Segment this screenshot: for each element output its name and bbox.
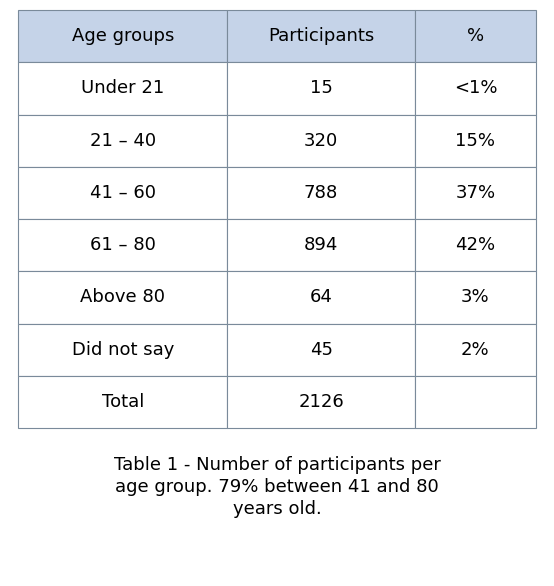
Bar	[18, 62, 227, 114]
Bar	[227, 10, 415, 62]
Bar	[18, 114, 227, 167]
Bar	[18, 323, 227, 376]
Text: Participants: Participants	[268, 27, 374, 45]
Bar	[227, 167, 415, 219]
Bar	[18, 219, 227, 271]
Text: 894: 894	[304, 236, 338, 254]
Bar	[18, 271, 227, 323]
Text: 15%: 15%	[455, 132, 495, 149]
Bar	[18, 10, 227, 62]
Bar	[415, 219, 536, 271]
Bar	[227, 323, 415, 376]
Text: 788: 788	[304, 184, 338, 202]
Text: <1%: <1%	[454, 79, 497, 97]
Text: Did not say: Did not say	[71, 340, 174, 359]
Bar	[227, 376, 415, 428]
Bar	[227, 114, 415, 167]
Bar	[227, 271, 415, 323]
Text: 21 – 40: 21 – 40	[90, 132, 156, 149]
Bar	[18, 167, 227, 219]
Text: 61 – 80: 61 – 80	[90, 236, 156, 254]
Bar	[415, 114, 536, 167]
Bar	[415, 323, 536, 376]
Text: 41 – 60: 41 – 60	[90, 184, 156, 202]
Text: 64: 64	[310, 288, 332, 306]
Text: 2126: 2126	[298, 393, 344, 411]
Text: Age groups: Age groups	[71, 27, 174, 45]
Text: Table 1 - Number of participants per: Table 1 - Number of participants per	[114, 456, 440, 474]
Bar	[415, 62, 536, 114]
Text: %: %	[467, 27, 484, 45]
Text: years old.: years old.	[233, 500, 321, 518]
Text: 37%: 37%	[455, 184, 495, 202]
Text: 3%: 3%	[461, 288, 490, 306]
Text: 15: 15	[310, 79, 332, 97]
Text: 45: 45	[310, 340, 332, 359]
Bar	[415, 271, 536, 323]
Bar	[18, 376, 227, 428]
Text: 2%: 2%	[461, 340, 490, 359]
Text: Under 21: Under 21	[81, 79, 165, 97]
Text: 42%: 42%	[455, 236, 495, 254]
Text: Total: Total	[101, 393, 144, 411]
Bar	[227, 62, 415, 114]
Text: age group. 79% between 41 and 80: age group. 79% between 41 and 80	[115, 478, 439, 496]
Bar	[415, 376, 536, 428]
Bar	[227, 219, 415, 271]
Bar	[415, 167, 536, 219]
Text: Above 80: Above 80	[80, 288, 165, 306]
Text: 320: 320	[304, 132, 338, 149]
Bar	[415, 10, 536, 62]
